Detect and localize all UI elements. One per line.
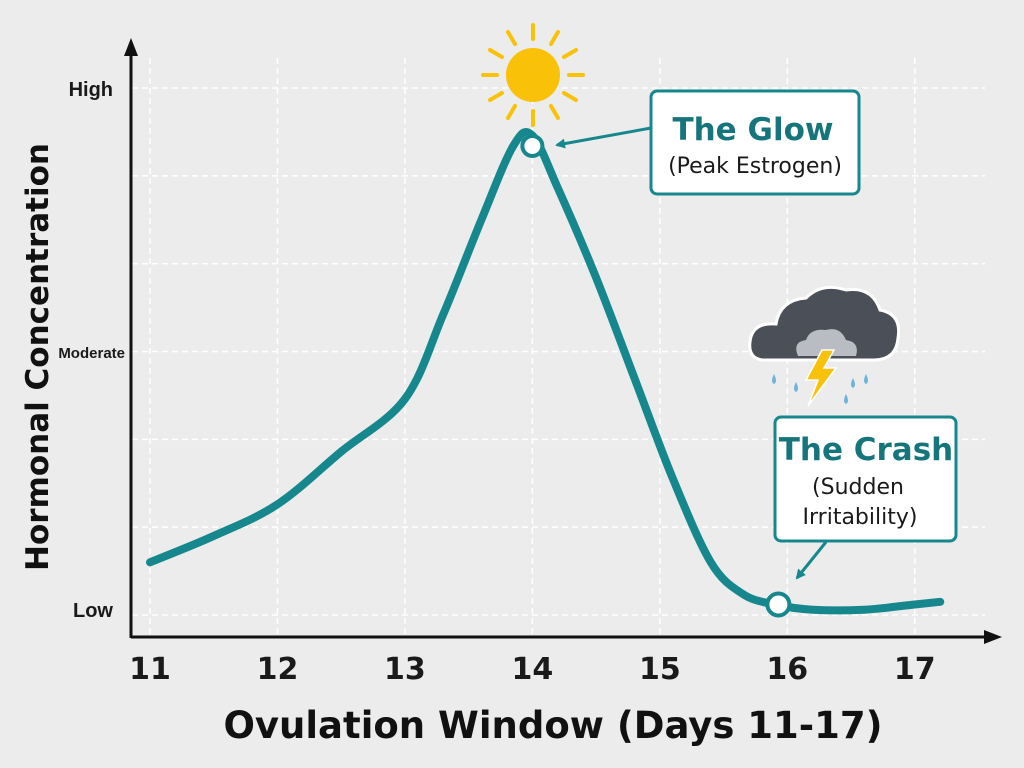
y-tick-label-high: High <box>69 79 113 101</box>
callout-glow-subtitle: (Peak Estrogen) <box>668 154 842 179</box>
x-tick-label: 15 <box>639 652 681 687</box>
peak-marker <box>520 133 545 158</box>
x-axis-arrow-icon <box>984 630 1002 644</box>
y-tick-label-moderate: Moderate <box>58 345 125 362</box>
x-tick-label: 16 <box>766 652 808 687</box>
callout-crash-title: The Crash <box>779 432 954 468</box>
x-tick-label: 17 <box>894 652 936 687</box>
callout-glow: The Glow (Peak Estrogen) <box>649 89 861 196</box>
callout-crash-subtitle-line2: Irritability) <box>803 505 918 530</box>
y-axis-arrow-icon <box>124 38 138 56</box>
sun-icon <box>481 23 585 127</box>
callout-crash-arrow <box>795 541 828 580</box>
y-axis-title: Hormonal Concentration <box>20 143 56 571</box>
x-axis-title: Ovulation Window (Days 11-17) <box>223 704 882 747</box>
x-tick-label: 13 <box>384 652 426 687</box>
callout-crash-subtitle-line1: (Sudden <box>812 475 904 500</box>
lightning-bolt-icon <box>804 349 838 407</box>
y-tick-label-low: Low <box>73 600 113 622</box>
crash-marker <box>765 591 792 618</box>
storm-cloud-icon <box>748 285 901 407</box>
x-tick-label: 12 <box>257 652 299 687</box>
x-tick-label: 11 <box>129 652 171 687</box>
callout-glow-title: The Glow <box>672 112 833 148</box>
x-tick-labels: 11 12 13 14 15 16 17 <box>129 652 936 687</box>
callout-glow-arrow <box>555 126 652 149</box>
callout-crash: The Crash (Sudden Irritability) <box>773 415 958 543</box>
x-tick-label: 14 <box>512 652 554 687</box>
